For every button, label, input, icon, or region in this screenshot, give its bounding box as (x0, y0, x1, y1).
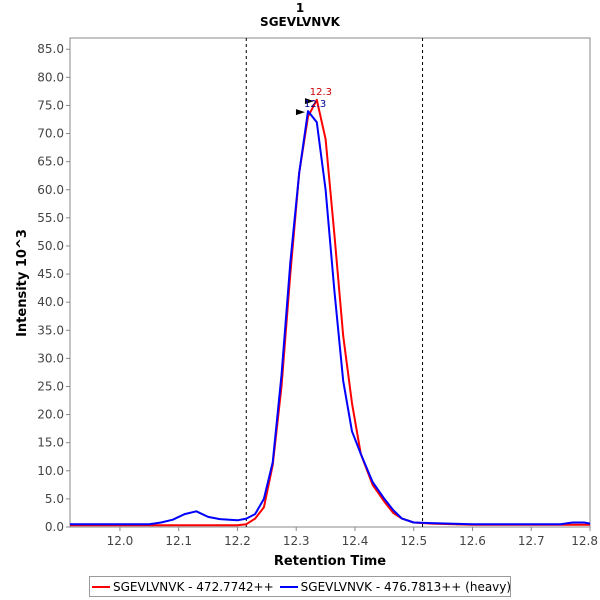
y-tick-label: 50.0 (37, 239, 64, 253)
y-axis-label: Intensity 10^3 (15, 229, 30, 337)
chart-title: 1 (296, 1, 304, 15)
y-tick-label: 45.0 (37, 267, 64, 281)
series-line-heavy (70, 110, 591, 526)
x-tick-label: 12.4 (342, 534, 369, 548)
x-tick-label: 12.3 (283, 534, 310, 548)
y-tick-label: 80.0 (37, 70, 64, 84)
series-layer (70, 98, 591, 527)
legend-swatch-heavy (279, 585, 298, 588)
legend-item-heavy: SGEVLVNVK - 476.7813++ (heavy) (279, 579, 512, 594)
y-tick-label: 75.0 (37, 98, 64, 112)
peak-label: 12.3 (304, 99, 326, 110)
peak-annotations: 12.312.3 (295, 87, 332, 116)
legend-label-heavy: SGEVLVNVK - 476.7813++ (heavy) (300, 579, 512, 594)
y-tick-label: 40.0 (37, 295, 64, 309)
x-tick-label: 12.1 (165, 534, 192, 548)
y-tick-label: 70.0 (37, 127, 64, 141)
y-tick-label: 0.0 (45, 520, 64, 534)
y-tick-label: 15.0 (37, 436, 64, 450)
x-tick-label: 12.0 (107, 534, 134, 548)
x-tick-label: 12.8 (571, 534, 598, 548)
y-tick-label: 20.0 (37, 408, 64, 422)
y-tick-label: 85.0 (37, 42, 64, 56)
x-axis: 12.0 12.1 12.2 12.3 12.4 12.5 12.6 12.7 12.8 (107, 527, 598, 548)
legend-swatch-light (92, 585, 110, 588)
x-tick-label: 12.6 (459, 534, 486, 548)
x-tick-label: 12.5 (400, 534, 427, 548)
y-tick-label: 60.0 (37, 183, 64, 197)
y-tick-label: 10.0 (37, 464, 64, 478)
chart-subtitle: SGEVLVNVK (260, 15, 341, 29)
legend-label-light: SGEVLVNVK - 472.7742++ (113, 579, 274, 594)
legend: SGEVLVNVK - 472.7742++ SGEVLVNVK - 476.7… (89, 576, 511, 597)
x-axis-label: Retention Time (274, 554, 386, 569)
y-tick-label: 65.0 (37, 155, 64, 169)
x-tick-label: 12.2 (224, 534, 251, 548)
y-tick-label: 30.0 (37, 351, 64, 365)
legend-item-light: SGEVLVNVK - 472.7742++ (92, 580, 274, 594)
y-tick-label: 5.0 (45, 492, 64, 506)
peak-marker-icon (304, 98, 314, 105)
y-axis: 0.0 5.0 10.0 15.0 20.0 25.0 30.0 35.0 40.0 45.0 50… (37, 42, 70, 534)
plot-area (69, 37, 591, 528)
y-tick-label: 25.0 (37, 379, 64, 393)
peak-marker-icon (295, 109, 305, 116)
x-tick-label: 12.7 (518, 534, 545, 548)
y-tick-label: 55.0 (37, 211, 64, 225)
peak-label: 12.3 (310, 87, 332, 98)
y-tick-label: 35.0 (37, 323, 64, 337)
